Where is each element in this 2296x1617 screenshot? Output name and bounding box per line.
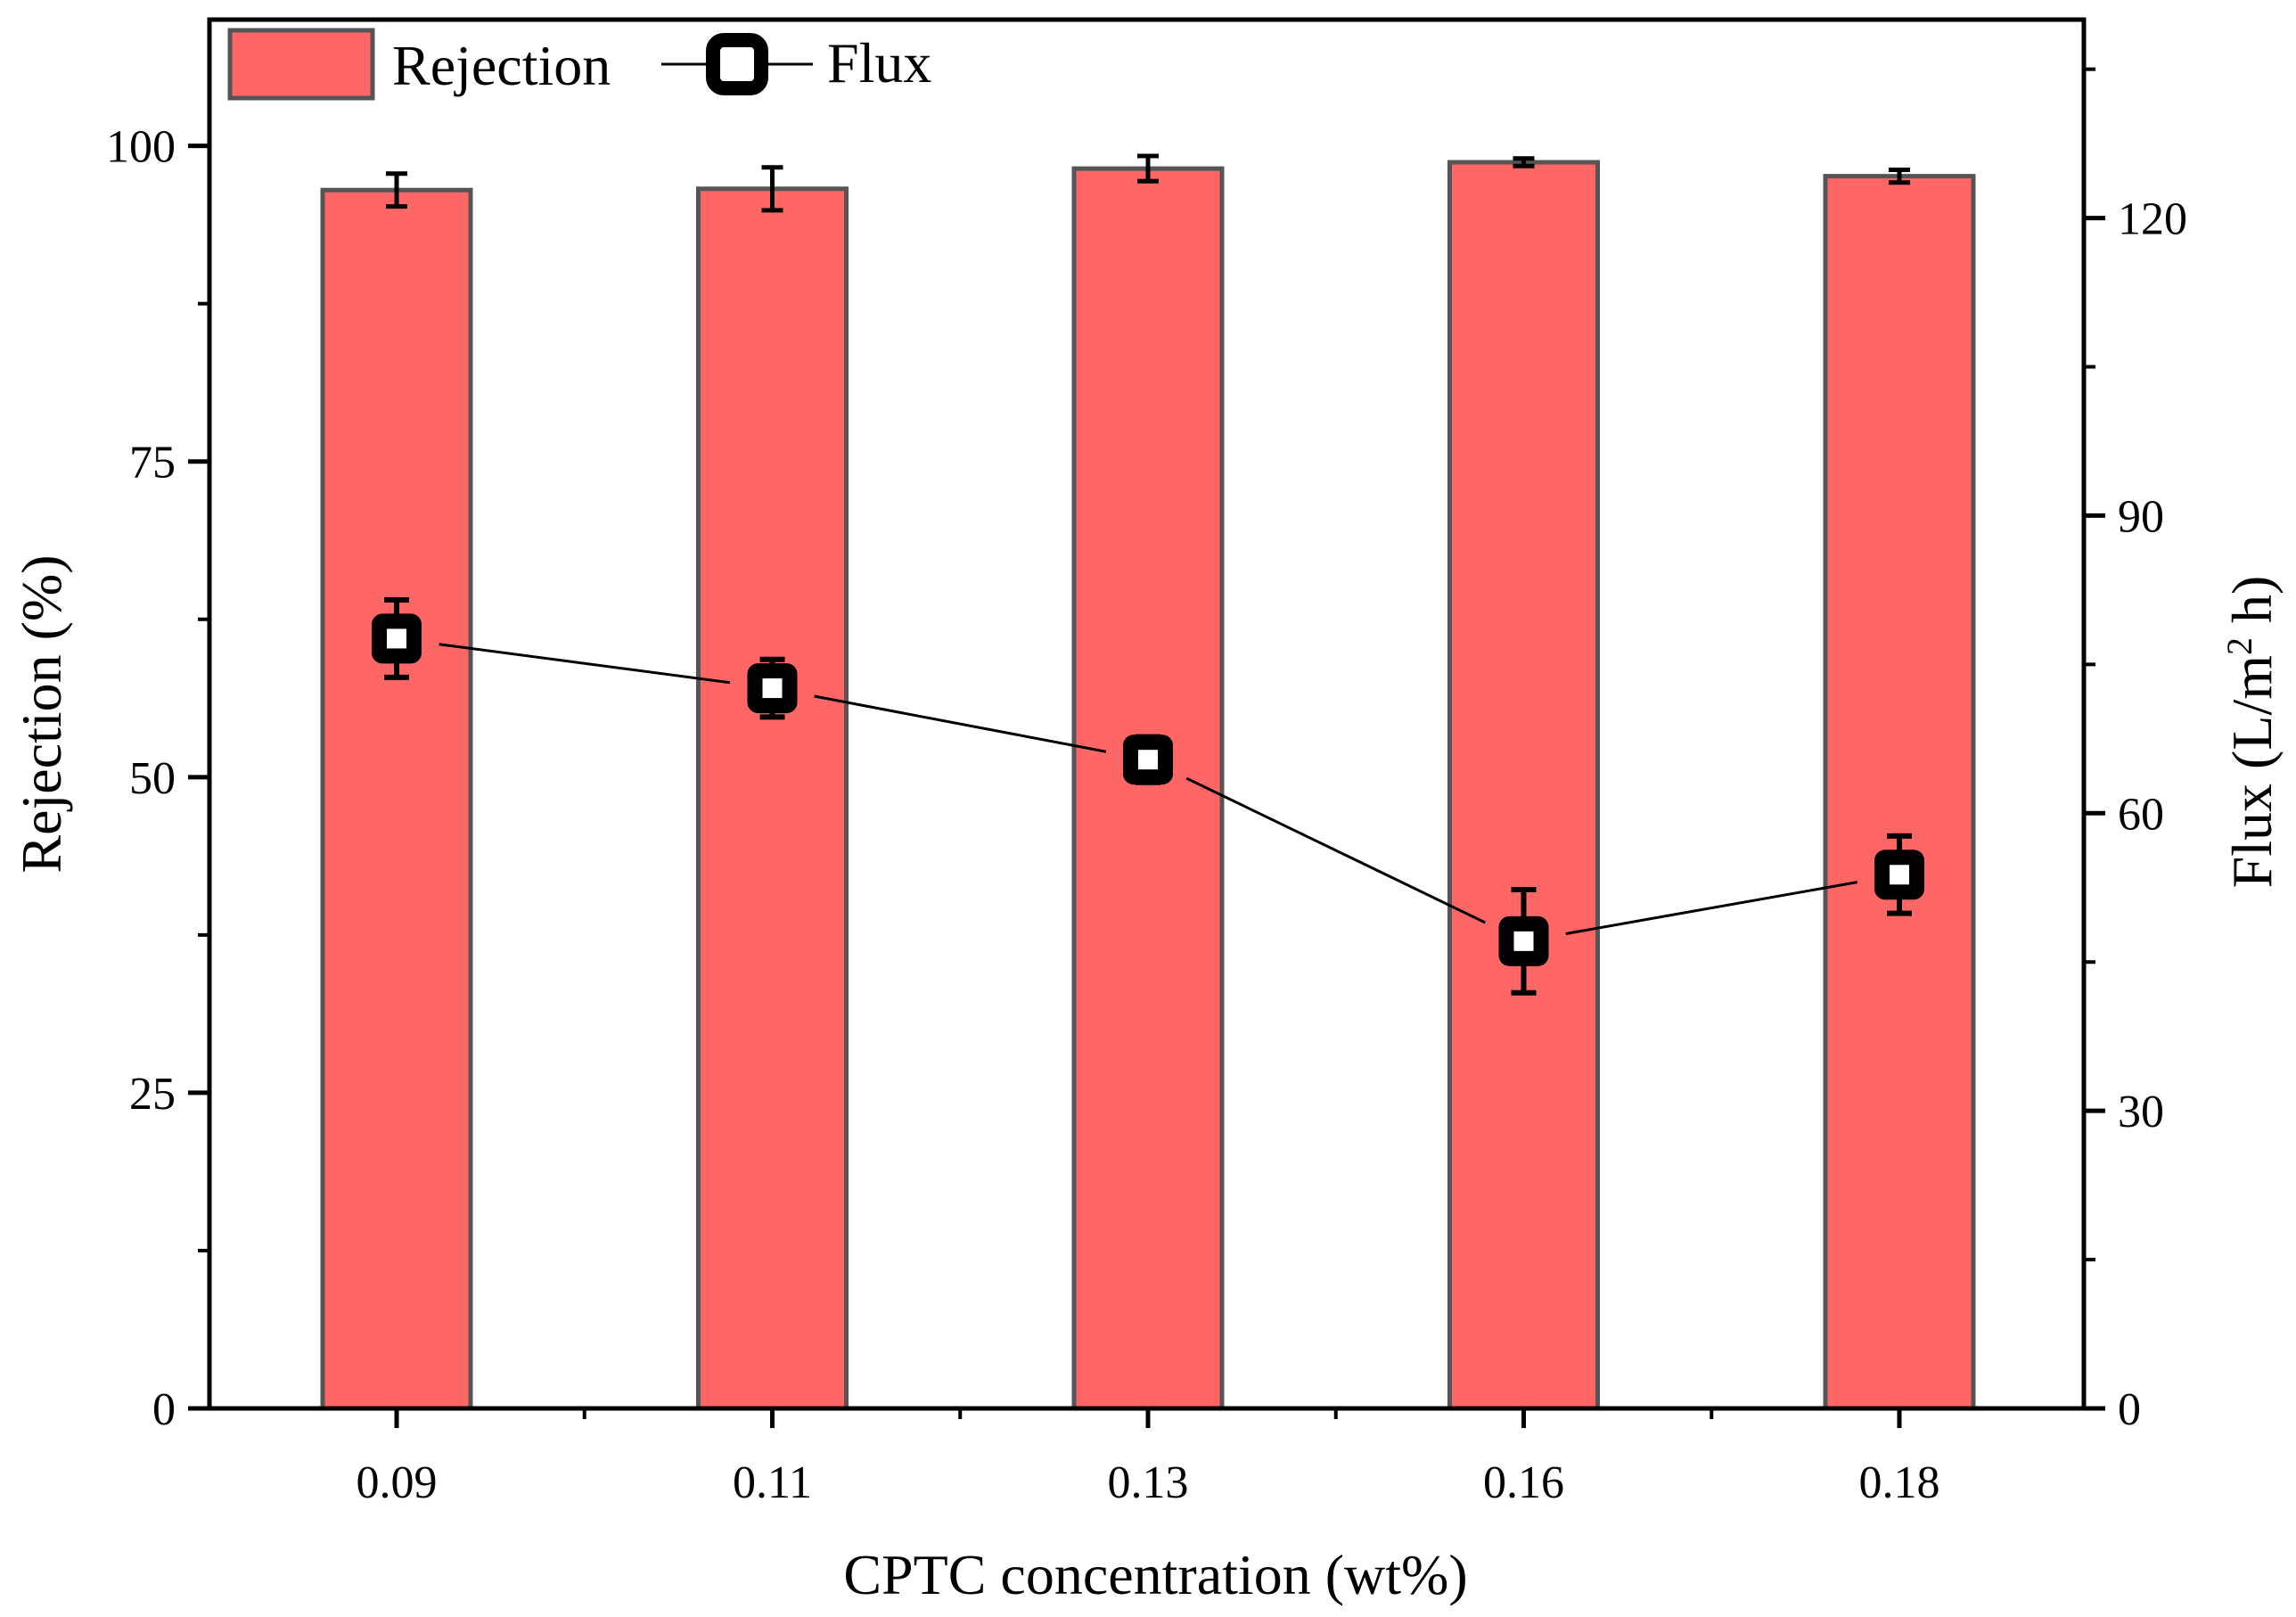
legend-rejection-swatch <box>227 28 375 101</box>
flux-marker-center-0.11 <box>762 678 783 699</box>
legend: Rejection Flux <box>227 28 931 101</box>
bar-0.18 <box>1823 174 1976 1411</box>
flux-line-segment <box>439 643 731 685</box>
x-tick-label-0.16: 0.16 <box>1483 1457 1564 1508</box>
bar-0.09 <box>320 187 473 1411</box>
x-tick-label-0.09: 0.09 <box>357 1457 438 1508</box>
y2-title-superscript: 2 <box>2219 637 2259 655</box>
y2-tick-label-120: 120 <box>2118 194 2187 245</box>
y-axis-title: Rejection (%) <box>10 554 73 873</box>
y-tick-label-25: 25 <box>129 1069 176 1120</box>
flux-marker-center-0.16 <box>1513 931 1534 951</box>
bar-0.11 <box>696 186 849 1411</box>
bar-0.13 <box>1071 166 1225 1411</box>
y-tick-label-50: 50 <box>129 753 176 804</box>
bar-errorbar-0.09 <box>386 171 407 209</box>
bar-errorbar-0.16 <box>1513 156 1535 168</box>
y2-tick-label-30: 30 <box>2118 1087 2164 1137</box>
flux-marker-center-0.18 <box>1890 865 1909 885</box>
y-tick-label-100: 100 <box>106 122 176 173</box>
x-tick-label-0.11: 0.11 <box>733 1457 812 1508</box>
flux-marker-center-0.09 <box>387 628 406 649</box>
bar-errorbar-0.11 <box>761 165 783 213</box>
bar-errorbar-0.18 <box>1889 168 1910 185</box>
y-tick-label-0: 0 <box>152 1384 176 1435</box>
legend-rejection-label: Rejection <box>392 34 611 97</box>
y2-axis-title: Flux (L/m2 h) <box>2219 576 2284 889</box>
y2-title-post: h) <box>2220 576 2284 637</box>
rejection-bars <box>320 153 1976 1411</box>
flux-series <box>372 597 1924 996</box>
flux-line-segment <box>1565 881 1857 935</box>
x-tick-label-0.13: 0.13 <box>1108 1457 1189 1508</box>
bar-0.16 <box>1447 160 1600 1411</box>
y2-tick-label-0: 0 <box>2118 1384 2141 1435</box>
flux-marker-center-0.13 <box>1138 750 1158 770</box>
legend-flux-marker <box>706 33 768 95</box>
axes: 0 25 50 75 100 0 30 60 90 120 0.09 0.11 0.13 0.16 0.18 <box>106 67 2187 1508</box>
x-tick-label-0.18: 0.18 <box>1859 1457 1940 1508</box>
flux-line-segment <box>814 694 1107 753</box>
flux-line-segment <box>1185 776 1486 924</box>
legend-flux-label: Flux <box>827 31 931 94</box>
bar-errorbar-0.13 <box>1137 153 1159 184</box>
y-tick-label-75: 75 <box>129 438 176 488</box>
y2-tick-label-60: 60 <box>2118 789 2164 840</box>
y2-title-pre: Flux (L/m <box>2220 655 2284 888</box>
x-axis-title: CPTC concentration (wt%) <box>843 1543 1467 1606</box>
y2-tick-label-90: 90 <box>2118 491 2164 542</box>
